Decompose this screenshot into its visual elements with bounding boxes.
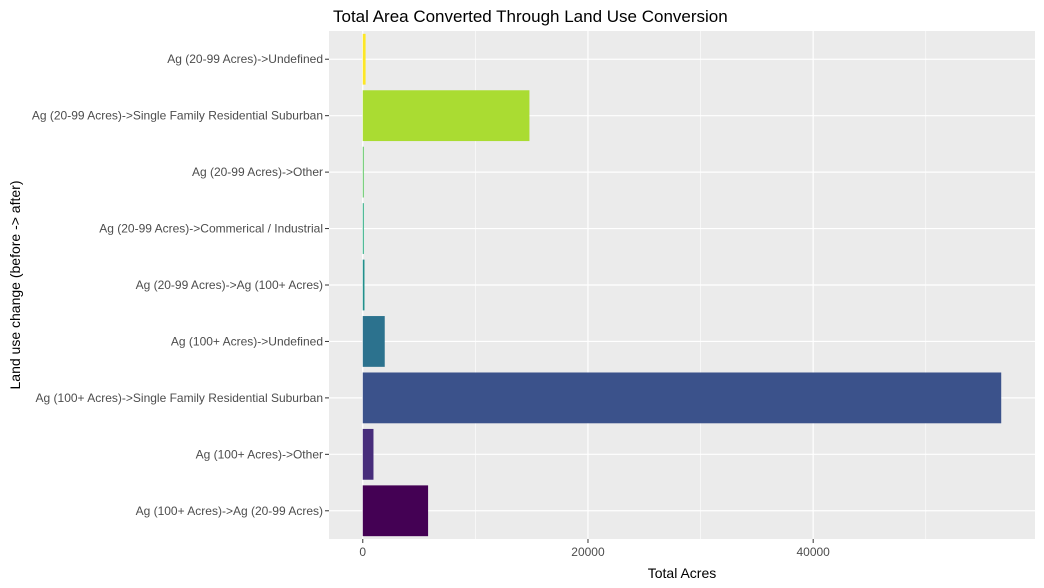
bar (362, 90, 530, 142)
x-tick-label: 40000 (796, 545, 830, 559)
bar (362, 146, 364, 198)
bars (362, 33, 1002, 537)
bar (362, 203, 364, 254)
x-axis-title: Total Acres (648, 565, 716, 581)
y-tick-label: Ag (100+ Acres)->Other (196, 447, 323, 461)
y-tick-label: Ag (20-99 Acres)->Commerical / Industria… (99, 222, 323, 236)
bar (362, 428, 374, 480)
y-tick-label: Ag (20-99 Acres)->Ag (100+ Acres) (136, 278, 323, 292)
bar (362, 316, 385, 367)
y-tick-label: Ag (100+ Acres)->Undefined (171, 334, 323, 348)
y-tick-label: Ag (100+ Acres)->Single Family Residenti… (36, 391, 323, 405)
x-tick-label: 0 (359, 545, 366, 559)
y-tick-label: Ag (20-99 Acres)->Other (192, 165, 323, 179)
bar (362, 372, 1002, 424)
y-axis-title: Land use change (before -> after) (7, 181, 23, 390)
chart-title: Total Area Converted Through Land Use Co… (333, 7, 728, 26)
bar (362, 33, 366, 85)
x-tick-label: 20000 (571, 545, 605, 559)
y-tick-label: Ag (20-99 Acres)->Single Family Resident… (32, 109, 323, 123)
y-axis-ticks: Ag (100+ Acres)->Ag (20-99 Acres) Ag (100… (32, 52, 329, 518)
x-axis-ticks: 0 20000 40000 (359, 539, 830, 559)
y-tick-label: Ag (100+ Acres)->Ag (20-99 Acres) (136, 504, 323, 518)
bar (362, 485, 429, 537)
y-tick-label: Ag (20-99 Acres)->Undefined (167, 52, 323, 66)
bar (362, 259, 365, 311)
